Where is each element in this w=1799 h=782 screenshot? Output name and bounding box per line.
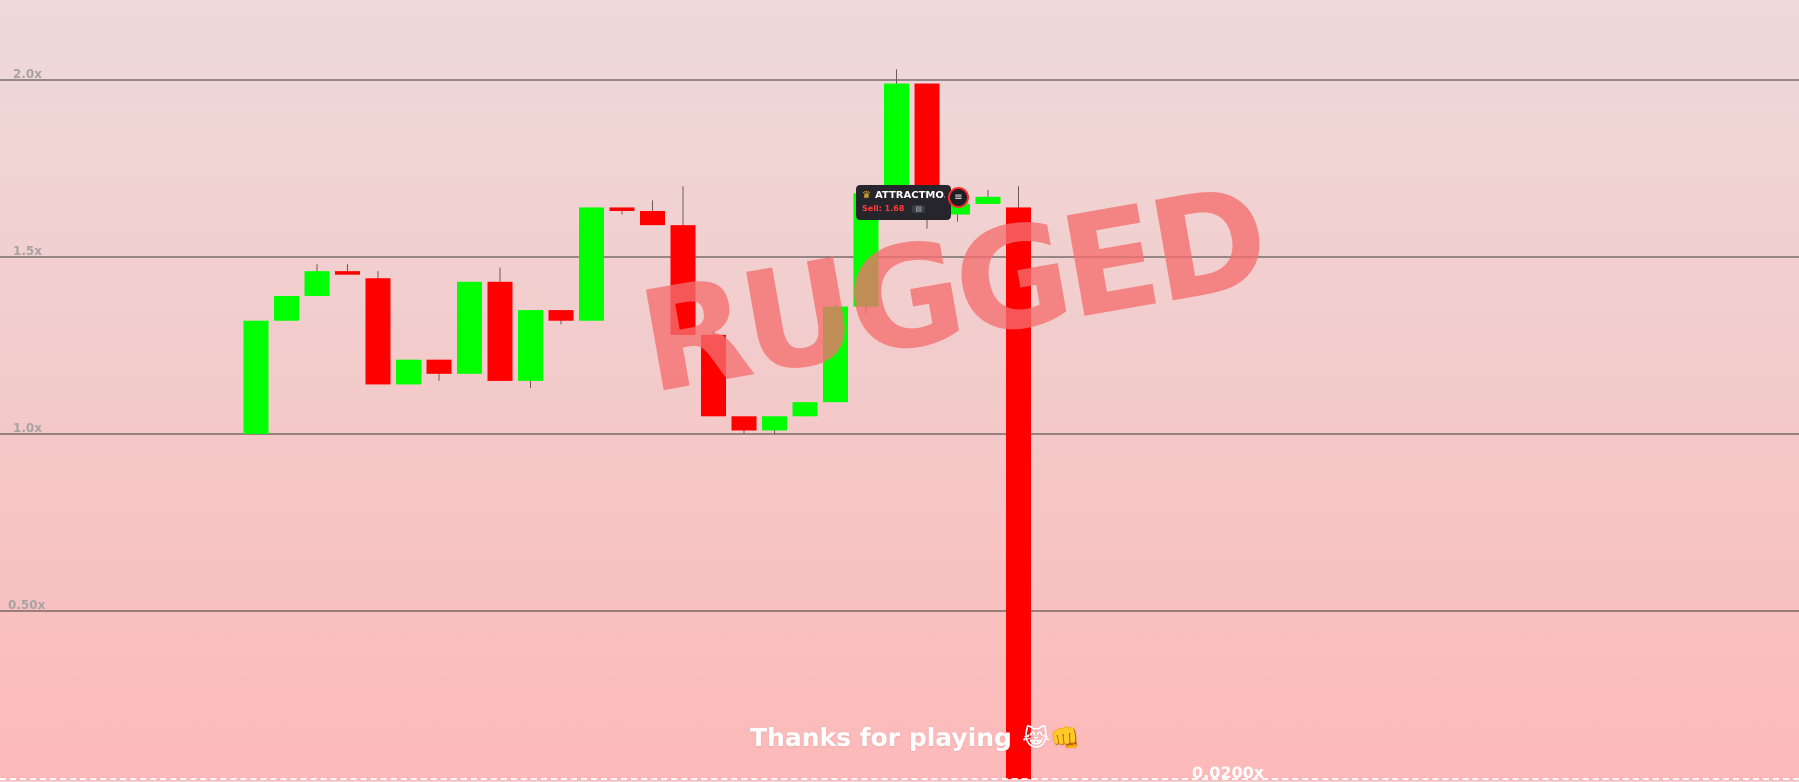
candle-up [762,416,787,431]
candle-up [792,402,818,417]
candle-up [945,203,970,215]
candle-up [518,310,543,381]
candle-up [304,271,330,296]
candle-down [426,359,452,374]
candle-up [975,196,1001,204]
player-name: ATTRACTMO... [874,190,945,201]
candle-down [640,210,665,226]
candle-up [457,281,482,374]
candle-up [396,359,421,385]
y-tick-label: 0.50x [8,598,46,612]
candle-down [1006,207,1031,779]
current-price-readout: 0.0200x [1192,763,1265,782]
crown-icon: ♛ [862,190,871,201]
candle-up [579,207,604,321]
player-sell-tag[interactable]: ♛ ATTRACTMO... Sell: 1.68 ▤ [856,185,951,220]
candle-down [365,278,391,385]
candle-up [823,306,848,403]
candle-down [701,334,726,417]
candle-down [335,271,360,275]
candle-down [731,416,757,431]
candle-down [487,281,513,381]
grid-lines [0,79,1799,612]
thanks-text: Thanks for playing [750,723,1012,752]
y-tick-label: 1.0x [13,421,42,435]
current-price-line [0,778,1799,780]
sell-text: Sell: 1.68 [862,204,905,213]
candle-up [243,320,269,434]
thanks-emoji: 😹👊 [1021,724,1080,752]
candle-down [609,207,635,211]
menu-icon[interactable]: ≡ [948,187,969,208]
y-tick-label: 1.5x [13,244,42,258]
candles [243,69,1031,779]
candle-down [548,310,574,321]
mini-badge: ▤ [912,204,926,213]
thanks-message: Thanks for playing 😹👊 [750,723,1080,752]
y-tick-label: 2.0x [13,67,42,81]
candle-up [274,295,299,321]
candle-up [884,83,909,194]
candle-down [914,83,940,204]
candle-down [670,225,696,335]
